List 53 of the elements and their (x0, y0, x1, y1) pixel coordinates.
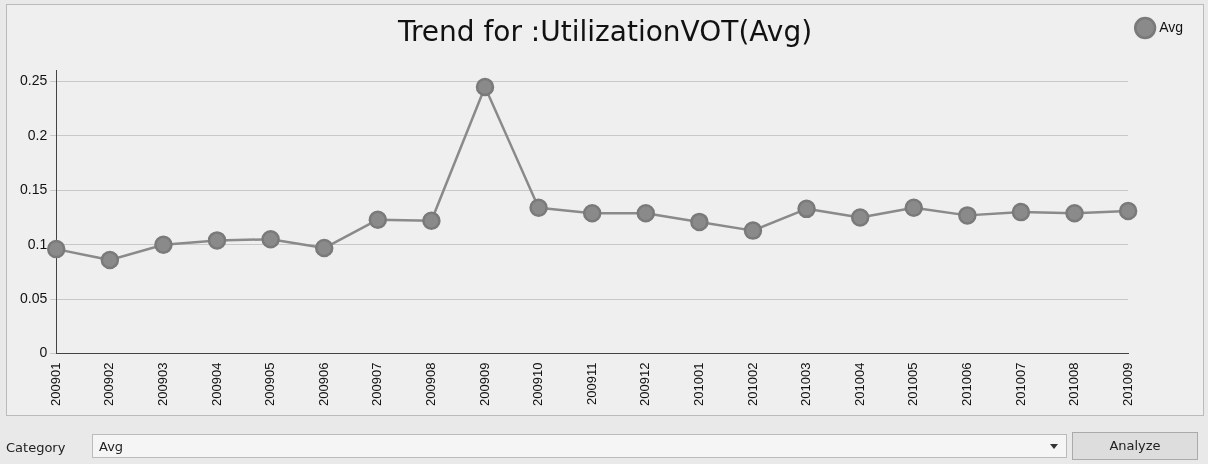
x-tick-label: 201005 (905, 362, 921, 407)
point (636, 203, 656, 223)
point (743, 221, 763, 240)
x-tick-label: 201007 (1012, 362, 1028, 407)
x-tick-label: 200907 (369, 362, 385, 407)
point (47, 239, 66, 259)
x-tick-label: 201004 (851, 362, 867, 407)
x-tick-label: 200904 (208, 362, 224, 407)
point (690, 212, 709, 232)
text: Avg (99, 439, 124, 454)
x-tick-label: 200903 (155, 362, 171, 407)
x-tick-label: 200912 (637, 362, 653, 407)
point (100, 250, 120, 270)
x-tick-label: 200909 (476, 362, 492, 407)
x-tick-label: 201008 (1066, 362, 1082, 407)
legend-label: Avg (1159, 18, 1183, 35)
point (154, 235, 173, 255)
x-tick-label: 200901 (47, 362, 63, 407)
text: Analyze (1072, 432, 1198, 460)
x-tick-label: 200902 (101, 362, 117, 407)
y-tick-label: 0 (39, 344, 48, 361)
point (261, 230, 280, 249)
point (1065, 203, 1084, 223)
y-tick-label: 0.15 (20, 181, 48, 198)
x-tick-label: 201009 (1119, 362, 1135, 407)
point (314, 238, 334, 258)
point (1118, 201, 1138, 221)
x-tick-label: 201001 (690, 362, 706, 407)
y-tick-label: 0.1 (27, 235, 48, 252)
x-tick-label: 201003 (798, 362, 814, 407)
x-tick-label: 201006 (958, 362, 974, 407)
y-tick-label: 0.25 (20, 72, 48, 89)
x-tick-label: 200911 (583, 362, 599, 406)
point (475, 77, 495, 97)
point (207, 231, 227, 250)
x-tick-label: 200905 (262, 362, 278, 407)
point (582, 203, 602, 223)
y-tick-label: 0.2 (27, 126, 48, 143)
point (797, 199, 816, 219)
x-tick-label: 201002 (744, 362, 760, 407)
point (850, 208, 870, 227)
point (958, 206, 977, 225)
x-tick-label: 200908 (422, 362, 438, 407)
chart-title: Trend for :UtilizationVOT(Avg) (396, 15, 813, 49)
point (529, 198, 548, 218)
point (422, 211, 441, 231)
y-tick-label: 0.05 (20, 290, 48, 307)
x-tick-label: 200910 (530, 362, 546, 407)
point (368, 210, 388, 229)
point (1011, 202, 1031, 222)
x-tick-label: 200906 (315, 362, 331, 407)
text: Category (6, 440, 66, 455)
point (904, 198, 923, 218)
